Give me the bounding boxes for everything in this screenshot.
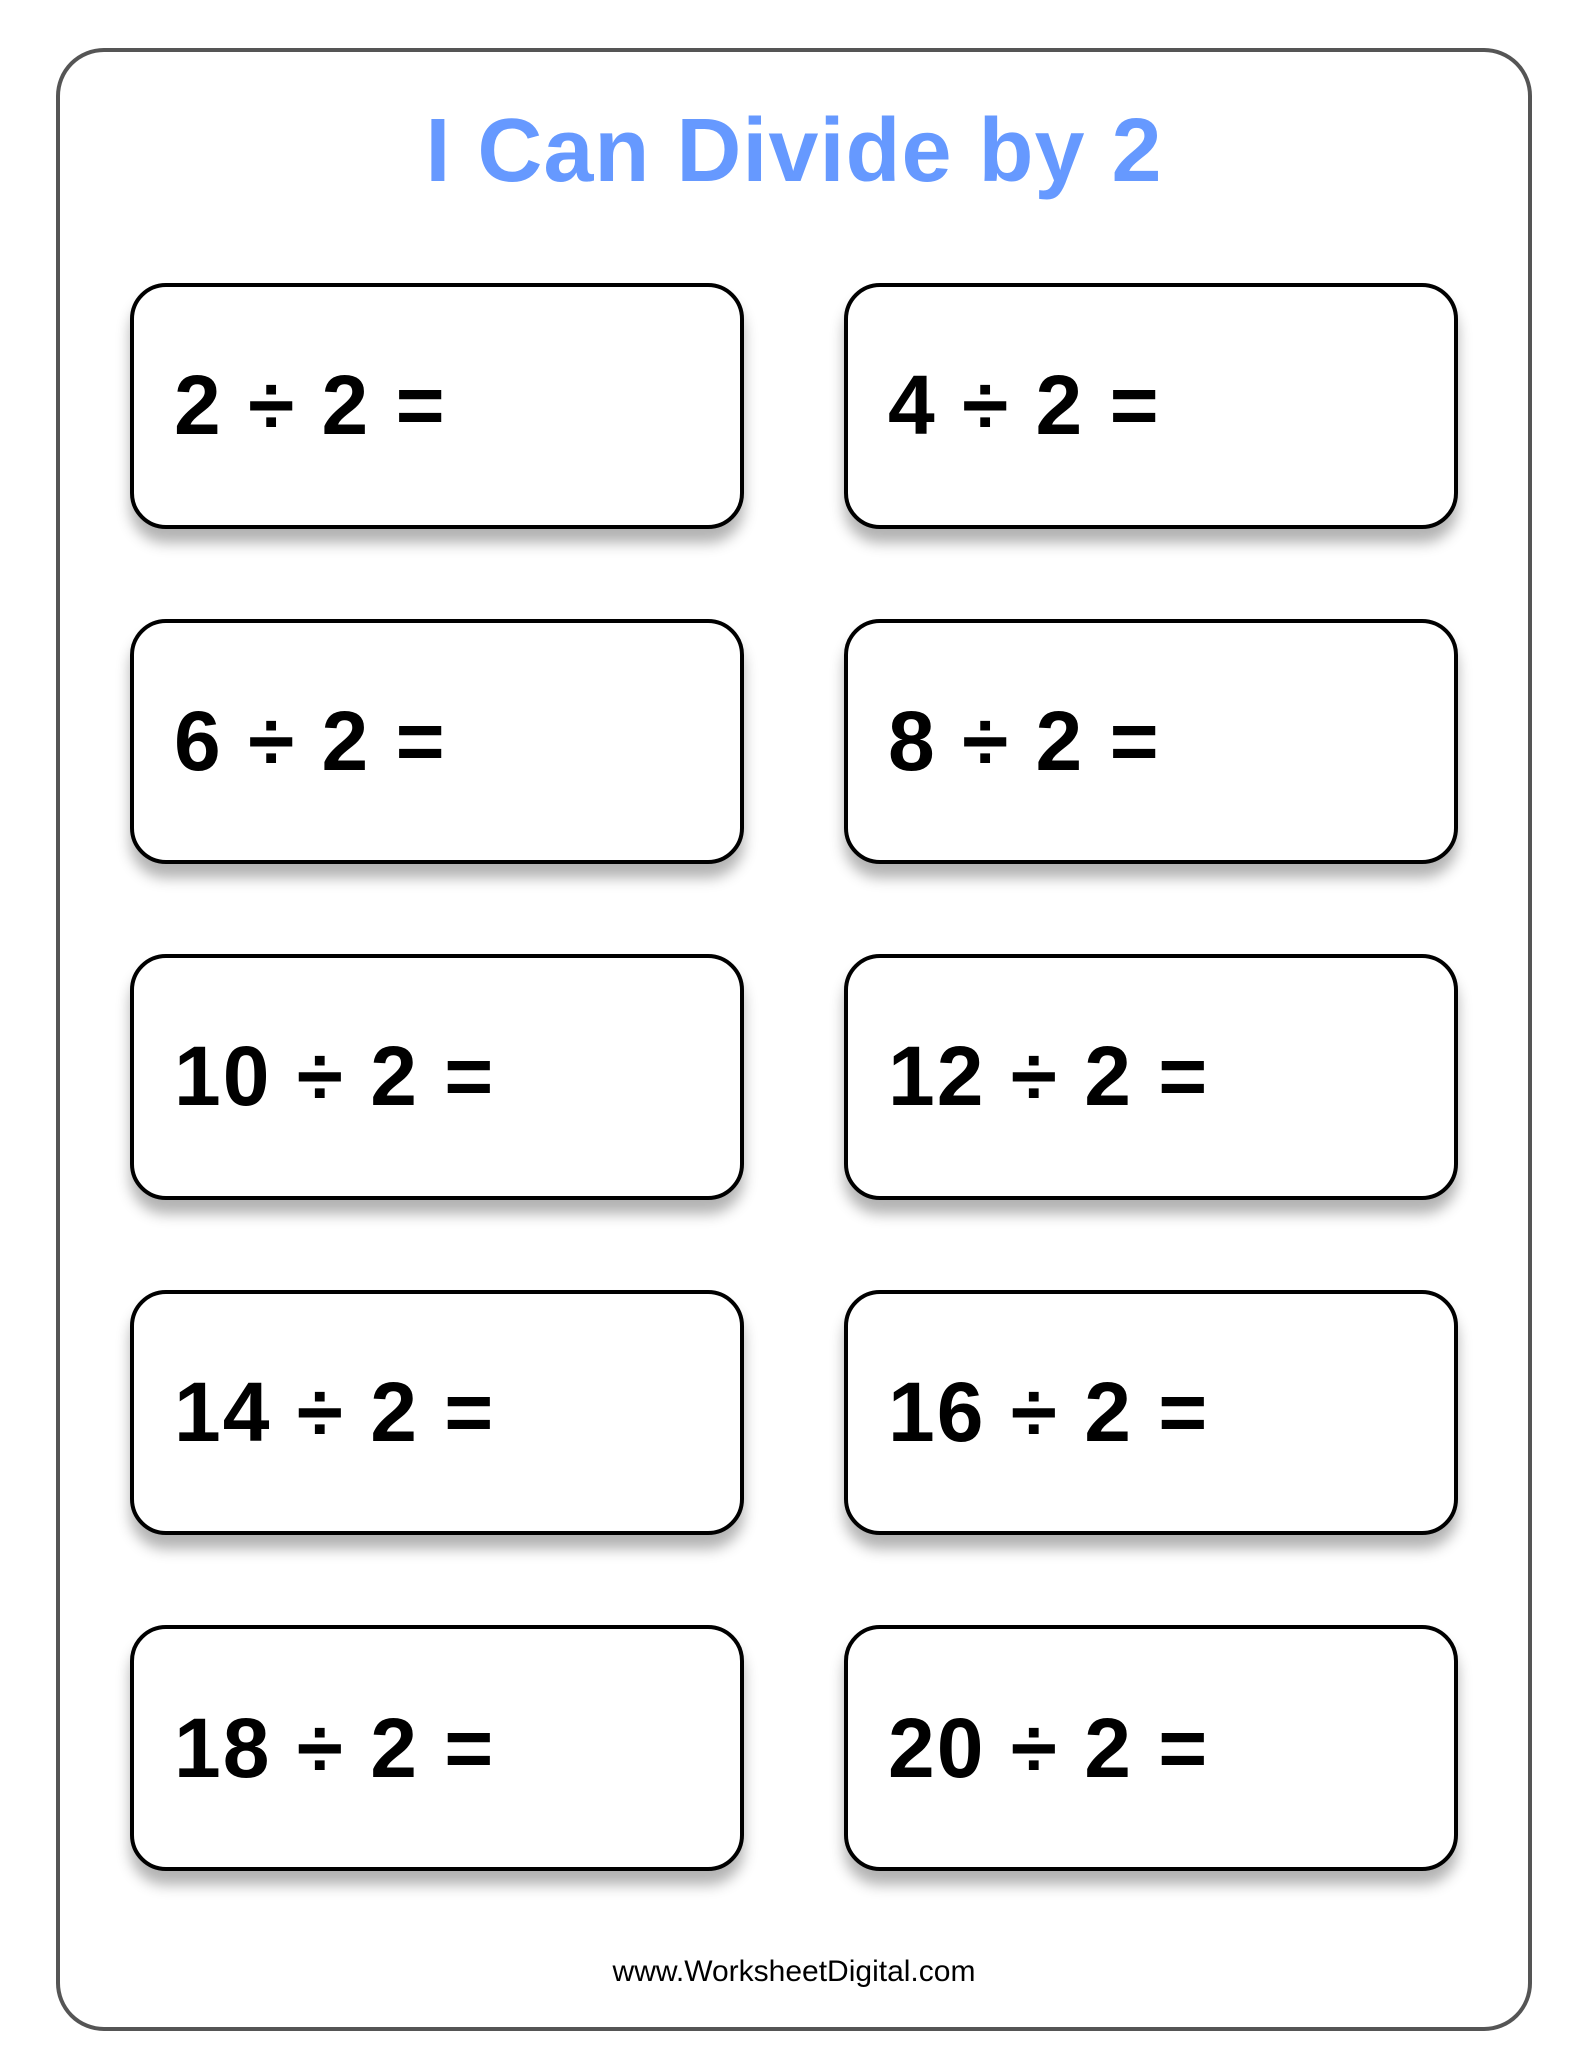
dividend: 12 [888,1029,985,1123]
equals: = [444,1364,495,1461]
problem-text: 8 ÷ 2 = [888,693,1161,790]
dividend: 4 [888,358,937,452]
equals: = [1158,1028,1209,1125]
operator: ÷ [962,693,1010,790]
dividend: 2 [174,358,223,452]
page-title: I Can Divide by 2 [425,100,1162,203]
problem-card: 6 ÷ 2 = [130,619,744,865]
problem-card: 2 ÷ 2 = [130,283,744,529]
divisor: 2 [322,358,371,452]
problem-text: 4 ÷ 2 = [888,357,1161,454]
equals: = [396,357,447,454]
divisor: 2 [322,694,371,788]
problem-card: 16 ÷ 2 = [844,1290,1458,1536]
worksheet-page: I Can Divide by 2 2 ÷ 2 = 4 ÷ 2 = [0,0,1588,2055]
problem-text: 16 ÷ 2 = [888,1364,1209,1461]
operator: ÷ [1011,1700,1059,1797]
equals: = [444,1028,495,1125]
equals: = [1158,1700,1209,1797]
problem-text: 14 ÷ 2 = [174,1364,495,1461]
divisor: 2 [370,1029,419,1123]
equals: = [1158,1364,1209,1461]
operator: ÷ [297,1364,345,1461]
dividend: 16 [888,1365,985,1459]
footer-link: www.WorksheetDigital.com [613,1955,976,1989]
operator: ÷ [248,357,296,454]
operator: ÷ [1011,1364,1059,1461]
dividend: 20 [888,1701,985,1795]
problem-card: 20 ÷ 2 = [844,1625,1458,1871]
problem-card: 14 ÷ 2 = [130,1290,744,1536]
divisor: 2 [1036,694,1085,788]
dividend: 6 [174,694,223,788]
problem-text: 18 ÷ 2 = [174,1700,495,1797]
divisor: 2 [370,1701,419,1795]
operator: ÷ [297,1700,345,1797]
operator: ÷ [248,693,296,790]
operator: ÷ [297,1028,345,1125]
problem-text: 6 ÷ 2 = [174,693,447,790]
divisor: 2 [1036,358,1085,452]
dividend: 8 [888,694,937,788]
divisor: 2 [1084,1365,1133,1459]
problem-text: 10 ÷ 2 = [174,1028,495,1125]
problem-card: 18 ÷ 2 = [130,1625,744,1871]
dividend: 14 [174,1365,271,1459]
equals: = [1110,357,1161,454]
dividend: 10 [174,1029,271,1123]
divisor: 2 [370,1365,419,1459]
equals: = [396,693,447,790]
problem-text: 2 ÷ 2 = [174,357,447,454]
problem-card: 12 ÷ 2 = [844,954,1458,1200]
problem-card: 8 ÷ 2 = [844,619,1458,865]
equals: = [444,1700,495,1797]
equals: = [1110,693,1161,790]
operator: ÷ [962,357,1010,454]
divisor: 2 [1084,1029,1133,1123]
problem-text: 12 ÷ 2 = [888,1028,1209,1125]
dividend: 18 [174,1701,271,1795]
divisor: 2 [1084,1701,1133,1795]
problems-grid: 2 ÷ 2 = 4 ÷ 2 = 6 ÷ 2 = [130,283,1458,1931]
operator: ÷ [1011,1028,1059,1125]
worksheet-frame: I Can Divide by 2 2 ÷ 2 = 4 ÷ 2 = [56,48,1532,2031]
problem-card: 4 ÷ 2 = [844,283,1458,529]
problem-text: 20 ÷ 2 = [888,1700,1209,1797]
problem-card: 10 ÷ 2 = [130,954,744,1200]
